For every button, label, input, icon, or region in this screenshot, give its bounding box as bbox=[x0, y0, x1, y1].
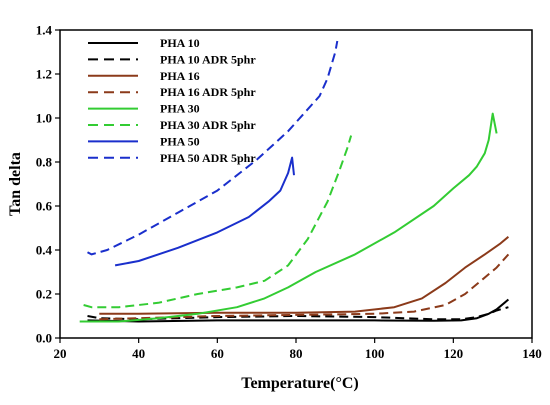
legend: PHA 10 PHA 10 ADR 5phr PHA 16 PHA 16 ADR 5p… bbox=[88, 36, 256, 165]
x-tick-label: 60 bbox=[211, 346, 224, 361]
series-line-6 bbox=[83, 135, 353, 309]
series-line-1 bbox=[87, 298, 510, 323]
y-tick-label: 0.0 bbox=[36, 331, 52, 346]
plot-series bbox=[79, 40, 510, 323]
y-tick-label: 1.2 bbox=[36, 67, 52, 82]
legend-label-8: PHA 50 ADR 5phr bbox=[160, 151, 256, 165]
legend-label-6: PHA 30 ADR 5phr bbox=[160, 118, 256, 132]
y-tick-label: 0.4 bbox=[36, 243, 53, 258]
y-tick-label: 0.2 bbox=[36, 287, 52, 302]
y-tick-label: 0.8 bbox=[36, 155, 53, 170]
x-tick-label: 120 bbox=[444, 346, 464, 361]
x-tick-label: 100 bbox=[365, 346, 385, 361]
legend-label-4: PHA 16 ADR 5phr bbox=[160, 85, 256, 99]
y-axis: 0.0 0.2 0.4 0.6 0.8 1.0 1.2 1.4 bbox=[36, 23, 60, 346]
legend-label-7: PHA 50 bbox=[160, 134, 200, 148]
y-tick-label: 1.4 bbox=[36, 23, 53, 38]
legend-label-2: PHA 10 ADR 5phr bbox=[160, 52, 256, 66]
y-tick-label: 1.0 bbox=[36, 111, 52, 126]
x-tick-label: 140 bbox=[522, 346, 542, 361]
series-line-4 bbox=[99, 253, 510, 321]
series-line-8 bbox=[87, 40, 339, 256]
legend-label-1: PHA 10 bbox=[160, 36, 200, 50]
y-axis-title: Tan delta bbox=[7, 152, 24, 216]
x-axis: 20 40 60 80 100 120 140 bbox=[54, 338, 542, 361]
x-axis-title: Temperature(°C) bbox=[241, 375, 358, 392]
legend-label-3: PHA 16 bbox=[160, 69, 200, 83]
legend-label-5: PHA 30 bbox=[160, 102, 200, 116]
x-tick-label: 20 bbox=[54, 346, 67, 361]
x-tick-label: 40 bbox=[132, 346, 145, 361]
series-line-7 bbox=[114, 156, 295, 267]
x-tick-label: 80 bbox=[290, 346, 303, 361]
y-tick-label: 0.6 bbox=[36, 199, 53, 214]
series-line-5 bbox=[79, 112, 498, 323]
